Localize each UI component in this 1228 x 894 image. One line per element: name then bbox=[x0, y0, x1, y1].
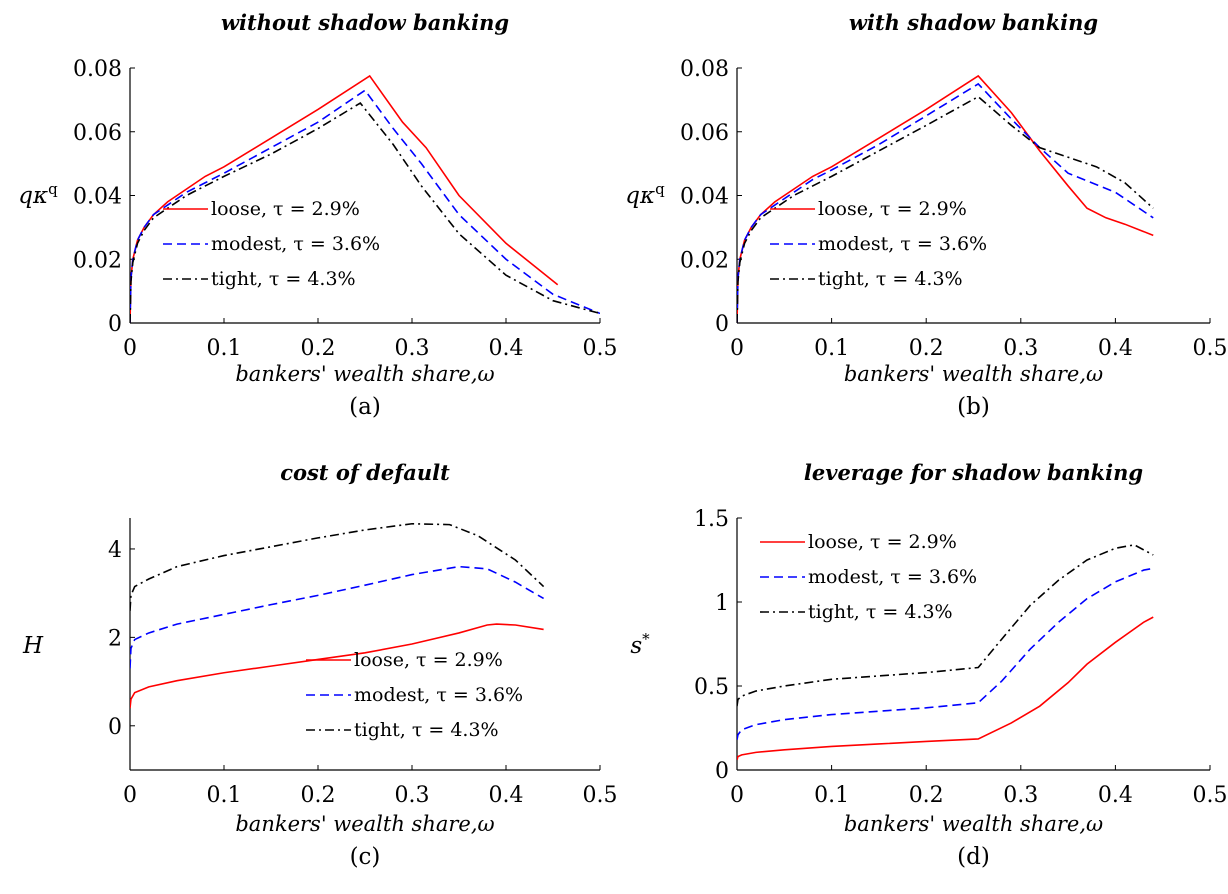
legend-label: modest, τ = 3.6% bbox=[354, 684, 523, 706]
legend-label: tight, τ = 4.3% bbox=[211, 268, 356, 290]
x-axis-label: bankers' wealth share,ω bbox=[844, 362, 1103, 386]
panel-caption: (d) bbox=[957, 844, 990, 870]
y-tick-label: 0.5 bbox=[694, 675, 729, 700]
legend-label: tight, τ = 4.3% bbox=[808, 601, 953, 623]
series-line-loose bbox=[737, 616, 1154, 761]
chart-title: cost of default bbox=[280, 460, 450, 485]
x-tick-label: 0.2 bbox=[909, 783, 944, 808]
series-line-tight bbox=[130, 522, 545, 611]
x-tick-label: 0.3 bbox=[1003, 336, 1038, 361]
series-line-tight bbox=[130, 102, 600, 323]
y-tick-label: 0.06 bbox=[73, 121, 122, 146]
x-axis-label: bankers' wealth share,ω bbox=[235, 362, 494, 386]
x-tick-label: 0 bbox=[123, 783, 137, 808]
x-tick-label: 0 bbox=[730, 783, 744, 808]
x-tick-label: 0.2 bbox=[909, 336, 944, 361]
legend-label: modest, τ = 3.6% bbox=[808, 566, 977, 588]
y-tick-label: 0.02 bbox=[680, 248, 729, 273]
x-tick-label: 0.5 bbox=[1193, 336, 1228, 361]
x-axis-label: bankers' wealth share,ω bbox=[844, 812, 1103, 836]
legend-label: loose, τ = 2.9% bbox=[808, 531, 957, 553]
y-tick-label: 4 bbox=[108, 538, 122, 563]
series-line-tight bbox=[737, 544, 1154, 707]
panel-b: with shadow banking 0 0.1 0.2 0.3 0.4 0.5 0 0.02… bbox=[625, 10, 1227, 420]
x-tick-label: 0 bbox=[123, 336, 137, 361]
y-tick-label: 0.04 bbox=[73, 185, 122, 210]
x-tick-label: 0.2 bbox=[301, 336, 336, 361]
y-tick-label: 0 bbox=[108, 312, 122, 337]
x-tick-label: 0.2 bbox=[301, 783, 336, 808]
y-tick-label: 0 bbox=[715, 312, 729, 337]
x-tick-label: 0.3 bbox=[1003, 783, 1038, 808]
series-line-tight bbox=[737, 95, 1154, 323]
x-tick-label: 0.3 bbox=[395, 336, 430, 361]
y-tick-label: 0.04 bbox=[680, 185, 729, 210]
x-tick-label: 0 bbox=[730, 336, 744, 361]
x-tick-label: 0.1 bbox=[207, 783, 242, 808]
panel-d: leverage for shadow banking 0 0.1 0.2 0.3 0.4… bbox=[630, 460, 1227, 870]
x-tick-label: 0.5 bbox=[583, 783, 618, 808]
legend: loose, τ = 2.9% modest, τ = 3.6% tight, τ … bbox=[163, 198, 380, 290]
x-tick-label: 0.1 bbox=[814, 783, 849, 808]
y-tick-label: 0.08 bbox=[73, 57, 122, 82]
legend-label: loose, τ = 2.9% bbox=[354, 649, 503, 671]
legend-label: modest, τ = 3.6% bbox=[818, 233, 987, 255]
y-tick-label: 0.06 bbox=[680, 121, 729, 146]
y-tick-label: 1.5 bbox=[694, 507, 729, 532]
chart-title: with shadow banking bbox=[849, 10, 1098, 35]
y-tick-label: 0 bbox=[715, 759, 729, 784]
x-tick-label: 0.4 bbox=[1098, 336, 1133, 361]
y-tick-label: 1 bbox=[715, 591, 729, 616]
panel-a: without shadow banking 0 0.1 0.2 0.3 0.4 0.5 0 0… bbox=[18, 10, 617, 420]
legend-label: loose, τ = 2.9% bbox=[211, 198, 360, 220]
x-tick-label: 0.1 bbox=[207, 336, 242, 361]
series-line-modest bbox=[130, 565, 545, 669]
x-tick-label: 0.5 bbox=[583, 336, 618, 361]
series-line-modest bbox=[737, 567, 1154, 740]
x-tick-label: 0.4 bbox=[1098, 783, 1133, 808]
panel-caption: (b) bbox=[957, 394, 990, 420]
y-axis-label: H bbox=[22, 633, 44, 659]
y-tick-label: 0.02 bbox=[73, 248, 122, 273]
legend: loose, τ = 2.9% modest, τ = 3.6% tight, τ … bbox=[306, 649, 523, 741]
x-tick-label: 0.3 bbox=[395, 783, 430, 808]
legend: loose, τ = 2.9% modest, τ = 3.6% tight, τ … bbox=[760, 531, 977, 623]
y-axis-label: qκq bbox=[625, 180, 665, 209]
y-tick-label: 0 bbox=[108, 715, 122, 740]
series-line-modest bbox=[130, 89, 600, 323]
panel-c: cost of default 0 0.1 0.2 0.3 0.4 0.5 0 2 4 banker… bbox=[22, 460, 618, 870]
y-tick-label: 2 bbox=[108, 626, 122, 651]
legend-label: modest, τ = 3.6% bbox=[211, 233, 380, 255]
panel-caption: (a) bbox=[349, 394, 381, 420]
x-tick-label: 0.4 bbox=[489, 336, 524, 361]
x-tick-label: 0.5 bbox=[1193, 783, 1228, 808]
series-line-modest bbox=[737, 82, 1154, 323]
panel-caption: (c) bbox=[350, 844, 381, 870]
y-axis-label: qκq bbox=[18, 180, 58, 209]
chart-title: leverage for shadow banking bbox=[804, 460, 1143, 485]
x-tick-label: 0.4 bbox=[489, 783, 524, 808]
y-axis-label: s* bbox=[630, 630, 650, 659]
chart-title: without shadow banking bbox=[221, 10, 509, 35]
legend: loose, τ = 2.9% modest, τ = 3.6% tight, τ … bbox=[770, 198, 987, 290]
legend-label: tight, τ = 4.3% bbox=[354, 719, 499, 741]
legend-label: tight, τ = 4.3% bbox=[818, 268, 963, 290]
y-tick-label: 0.08 bbox=[680, 57, 729, 82]
legend-label: loose, τ = 2.9% bbox=[818, 198, 967, 220]
x-axis-label: bankers' wealth share,ω bbox=[235, 812, 494, 836]
x-tick-label: 0.1 bbox=[814, 336, 849, 361]
